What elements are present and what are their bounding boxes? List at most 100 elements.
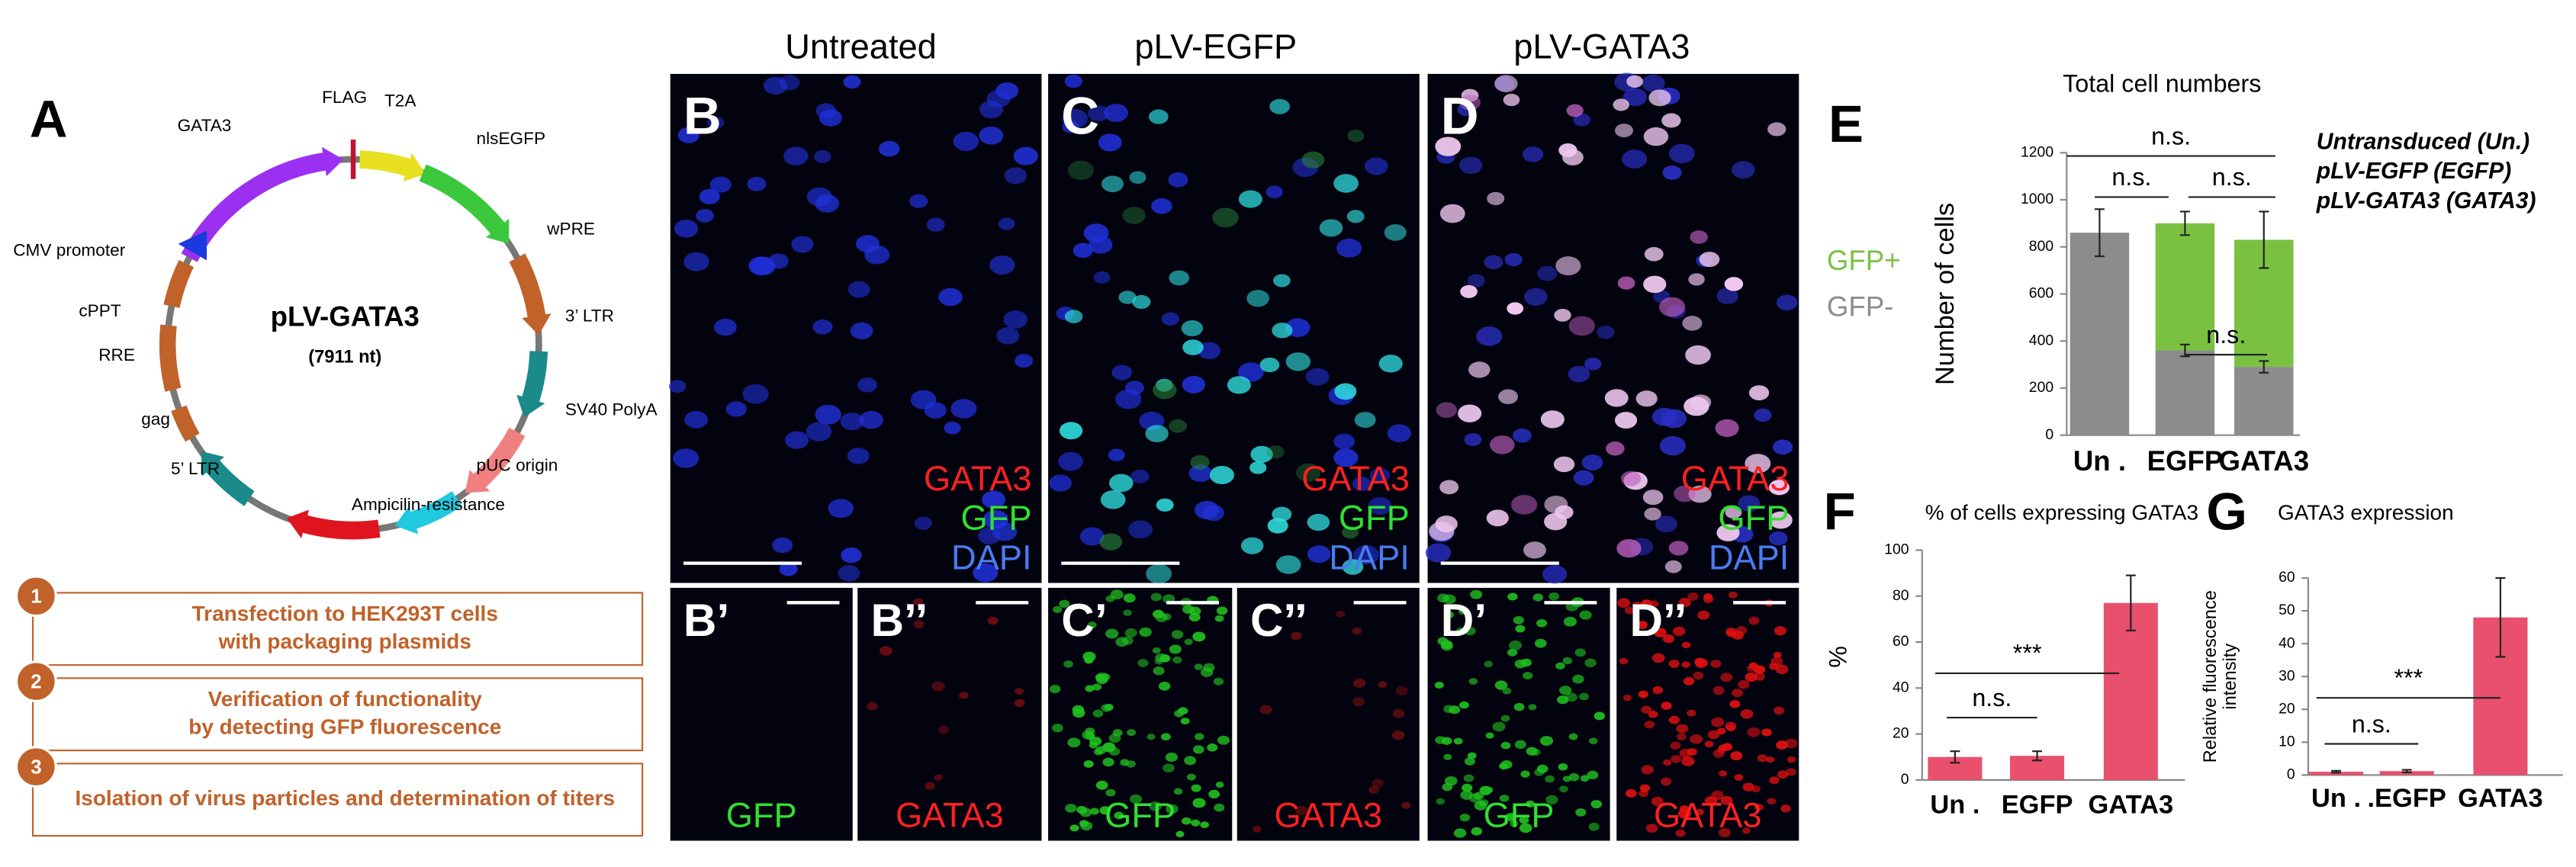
panel-letter: B [683, 86, 722, 145]
nucleus [1291, 631, 1302, 641]
nucleus [1209, 465, 1234, 485]
nucleus [1216, 606, 1228, 615]
chart-title: % of cells expressing GATA3 [1925, 500, 2198, 524]
nucleus [772, 537, 793, 554]
nucleus [1620, 470, 1642, 486]
nucleus [1146, 734, 1156, 740]
nucleus [1690, 734, 1703, 744]
nucleus [1122, 207, 1146, 224]
plasmid-size: (7911 nt) [308, 348, 381, 368]
nucleus [1105, 628, 1119, 639]
chart-title: Total cell numbers [2063, 70, 2261, 98]
nucleus [1640, 599, 1653, 609]
nucleus [1678, 598, 1691, 608]
nucleus [747, 177, 767, 191]
nucleus [1734, 774, 1744, 781]
x-tick-label: EGFP [2002, 790, 2073, 819]
nucleus [1523, 672, 1533, 680]
panel-letter: C’ [1061, 594, 1107, 646]
nucleus [1342, 526, 1359, 539]
nucleus [1619, 657, 1629, 665]
nucleus [1352, 627, 1362, 635]
nucleus [1435, 515, 1458, 533]
step-text: Verification of functionality [208, 687, 483, 711]
significance-label: n.s. [2151, 122, 2191, 149]
nucleus [1757, 754, 1767, 763]
nucleus [998, 217, 1015, 230]
nucleus [1186, 773, 1196, 781]
nucleus [1507, 302, 1524, 315]
y-tick-label: 20 [2279, 700, 2295, 717]
step-box [31, 763, 644, 837]
nucleus [1064, 74, 1082, 88]
nucleus [1301, 151, 1325, 169]
nucleus [1188, 612, 1201, 622]
nucleus [959, 692, 969, 699]
nucleus [1453, 737, 1463, 745]
nucleus [1128, 520, 1153, 539]
nucleus [1554, 308, 1571, 322]
feature-label: Ampicilin-resistance [352, 495, 505, 514]
nucleus [1769, 511, 1793, 529]
nucleus [1076, 805, 1087, 814]
nucleus [1114, 811, 1124, 820]
nucleus [1123, 593, 1136, 603]
nucleus [987, 616, 999, 625]
feature-arrow [201, 451, 225, 477]
nucleus [1719, 770, 1728, 777]
nucleus [1108, 734, 1121, 743]
nucleus [1458, 701, 1469, 709]
nucleus [1563, 616, 1577, 627]
nucleus [1200, 821, 1209, 828]
nucleus [1252, 826, 1262, 833]
nucleus [1503, 93, 1520, 107]
x-tick-label: Un . [1930, 790, 1979, 819]
nucleus [1156, 498, 1174, 512]
nucleus [1716, 524, 1740, 541]
channel-label: GFP [1484, 795, 1555, 834]
nucleus [1754, 408, 1772, 422]
nucleus [1171, 630, 1184, 639]
nucleus [1275, 555, 1301, 574]
nucleus [713, 318, 737, 336]
nucleus [1679, 805, 1690, 813]
nucleus [1372, 779, 1384, 788]
nucleus [1642, 74, 1665, 92]
nucleus [1654, 628, 1667, 637]
feature-label: cPPT [79, 301, 121, 320]
nucleus [1510, 820, 1519, 827]
error-bar [2259, 210, 2269, 269]
feature-arrow [286, 509, 310, 538]
nucleus [1671, 755, 1682, 763]
nucleus [1539, 736, 1554, 747]
nucleus [1724, 277, 1744, 291]
step-number: 2 [31, 672, 41, 693]
nucleus [1101, 175, 1124, 193]
nucleus [1520, 770, 1530, 778]
nucleus [1566, 104, 1584, 117]
nucleus [953, 131, 979, 151]
nucleus [1622, 149, 1648, 169]
nucleus [1130, 469, 1150, 483]
nucleus [1644, 507, 1661, 521]
nucleus [1502, 687, 1512, 695]
feature-label: CMV promoter [13, 240, 125, 259]
nucleus [1676, 724, 1689, 734]
y-axis-label: Relative fluorescence [2201, 590, 2221, 763]
nucleus [841, 547, 862, 564]
nucleus [1786, 756, 1796, 763]
nucleus [1464, 432, 1482, 446]
nucleus [1014, 698, 1025, 708]
nucleus [1067, 160, 1094, 181]
nucleus [1368, 497, 1392, 515]
nucleus [1690, 230, 1708, 244]
nucleus [1774, 706, 1785, 715]
panel-letter: B’ [683, 594, 729, 646]
nucleus [925, 782, 935, 790]
nucleus [1307, 545, 1331, 564]
nucleus [1661, 113, 1681, 128]
nucleus [1728, 591, 1738, 599]
nucleus [1670, 741, 1681, 750]
nucleus [1168, 172, 1188, 188]
nucleus [1494, 680, 1508, 690]
